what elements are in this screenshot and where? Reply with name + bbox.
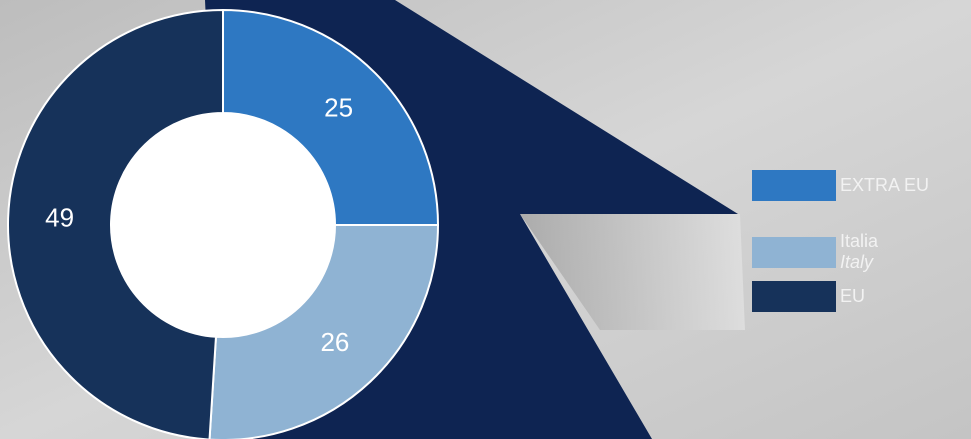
data-label: 26: [320, 327, 349, 357]
legend-label: EXTRA EU: [840, 175, 929, 195]
legend-swatch: [752, 281, 836, 312]
legend-sublabel: Italy: [840, 252, 874, 272]
data-label: 49: [45, 203, 74, 233]
legend-swatch: [752, 170, 836, 201]
arrow-shadow: [520, 214, 745, 330]
data-label: 25: [324, 92, 353, 122]
legend-swatch: [752, 237, 836, 268]
legend-label: EU: [840, 286, 865, 306]
donut: 25 26 49: [6, 8, 440, 439]
donut-hole: [111, 113, 335, 337]
legend-label: Italia: [840, 231, 879, 251]
